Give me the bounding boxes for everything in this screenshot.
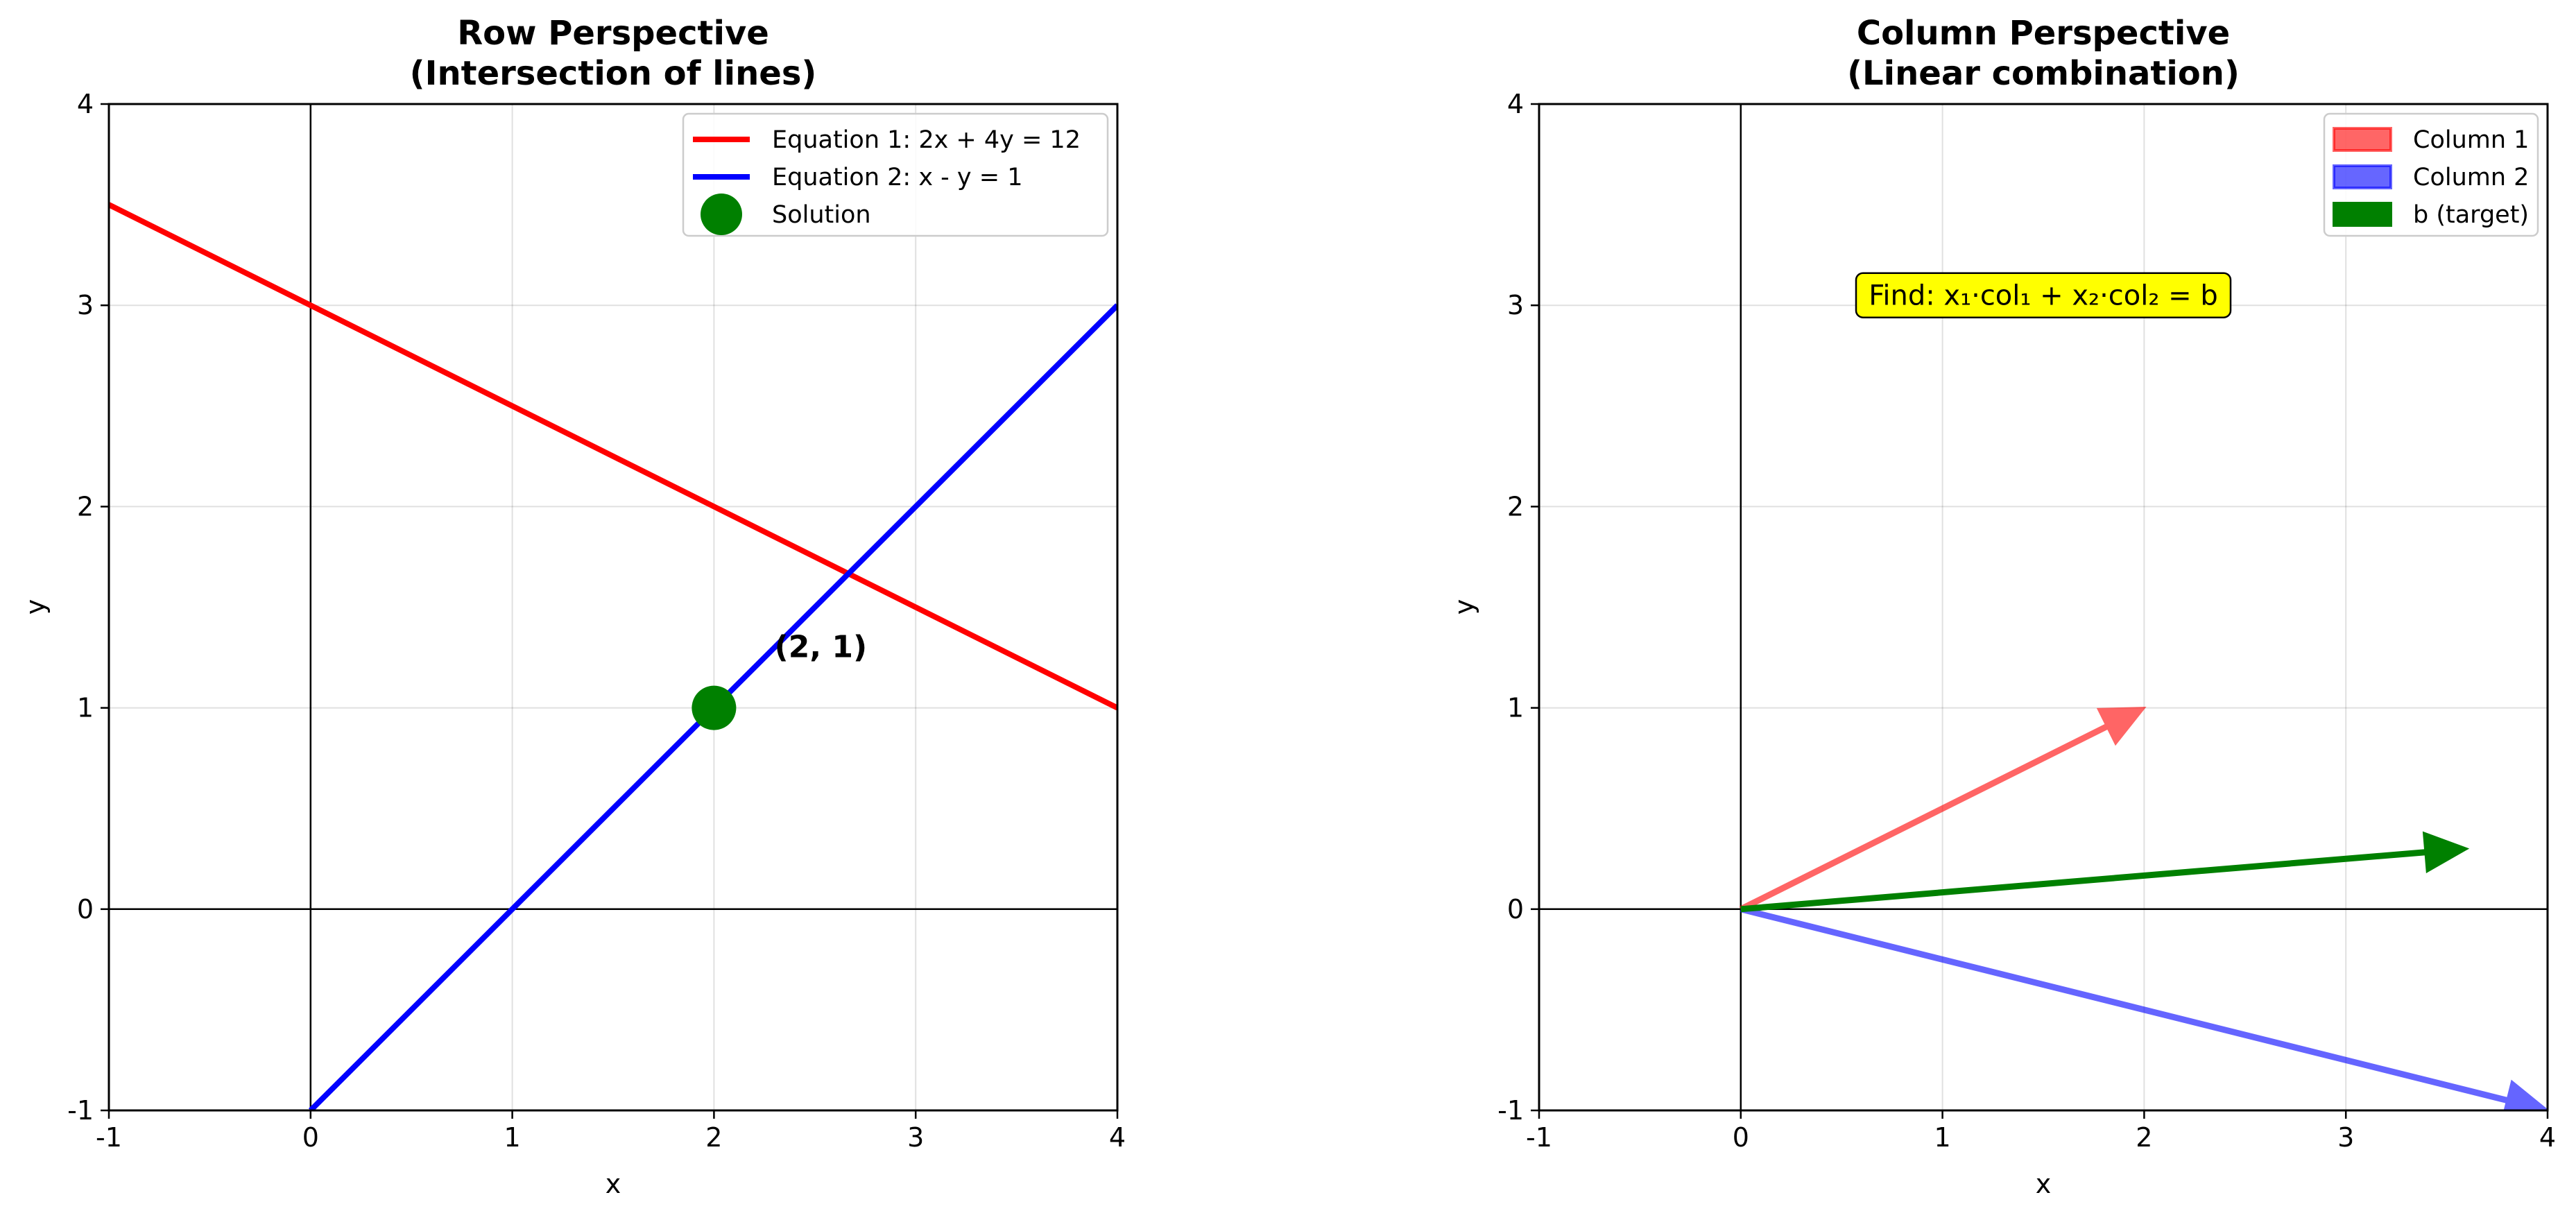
left-xtick-label: 2 [705, 1122, 722, 1153]
row-perspective-panel: Row Perspective (Intersection of lines) … [20, 14, 1126, 1199]
right-xtick-label: 1 [1934, 1122, 1951, 1153]
right-legend-handle [2333, 127, 2392, 152]
left-legend-box [682, 112, 1109, 237]
left-ytick-label: -1 [67, 1095, 94, 1126]
right-legend-entry: Column 1 [2333, 126, 2529, 154]
left-legend: Equation 1: 2x + 4y = 12 Equation 2: x - … [682, 112, 1109, 237]
left-legend-handle [701, 194, 742, 235]
right-title-line2: (Linear combination) [1847, 54, 2240, 93]
left-xtick-label: 1 [504, 1122, 521, 1153]
right-legend-handle [2333, 202, 2392, 227]
right-ytick-label: 3 [1507, 290, 1524, 320]
column-perspective-panel: Column Perspective (Linear combination) … [1449, 14, 2556, 1199]
right-plot-area [1739, 707, 2548, 1110]
left-xtick-label: -1 [96, 1122, 122, 1153]
right-ytick-label: 0 [1507, 894, 1524, 925]
right-ticks: -1 0 1 2 3 4 -1 0 1 2 3 4 [1497, 89, 2556, 1153]
left-title-line2: (Intersection of lines) [410, 54, 817, 93]
right-vector-1 [1739, 707, 2147, 912]
left-ticks: -1 0 1 2 3 4 -1 0 1 2 3 4 [67, 89, 1126, 1153]
left-legend-label: Solution [772, 201, 871, 229]
left-xtick-label: 0 [302, 1122, 319, 1153]
left-legend-entry: Equation 2: x - y = 1 [693, 164, 1022, 191]
left-legend-label: Equation 2: x - y = 1 [772, 164, 1022, 191]
right-legend-label: Column 1 [2413, 126, 2529, 154]
left-xtick-label: 3 [907, 1122, 924, 1153]
right-ytick-label: 4 [1507, 89, 1524, 119]
left-legend-entry: Equation 1: 2x + 4y = 12 [693, 126, 1081, 154]
left-ytick-label: 1 [77, 693, 94, 723]
right-ytick-label: -1 [1497, 1095, 1524, 1126]
right-legend-label: Column 2 [2413, 164, 2529, 191]
left-ylabel: y [20, 599, 51, 615]
right-ytick-label: 1 [1507, 693, 1524, 723]
right-title-line1: Column Perspective [1857, 14, 2230, 53]
left-series-line-1 [109, 202, 1117, 711]
left-plot-area [109, 202, 1117, 1110]
right-xtick-label: 4 [2539, 1122, 2556, 1153]
left-ytick-label: 4 [77, 89, 94, 119]
right-grid [1538, 103, 2548, 1111]
right-xtick-label: 2 [2136, 1122, 2152, 1153]
left-xlabel: x [606, 1169, 621, 1199]
right-legend-handle [2333, 164, 2392, 189]
left-grid [108, 103, 1118, 1111]
right-legend-label: b (target) [2413, 201, 2529, 229]
right-annotation-text: Find: x₁·col₁ + x₂·col₂ = b [1869, 280, 2218, 312]
right-vector-head [2422, 831, 2470, 874]
left-annotations: (2, 1) [775, 630, 867, 665]
left-xtick-label: 4 [1109, 1122, 1126, 1153]
right-xtick-label: 3 [2337, 1122, 2354, 1153]
right-ytick-label: 2 [1507, 491, 1524, 522]
right-legend-entry: Column 2 [2333, 164, 2529, 191]
left-axes-frame [108, 103, 1119, 1112]
right-legend-entry: b (target) [2333, 201, 2529, 229]
right-xlabel: x [2036, 1169, 2052, 1199]
right-xtick-label: -1 [1526, 1122, 1552, 1153]
left-solution-point [692, 685, 737, 730]
right-vector-head [2096, 707, 2147, 746]
right-vector-3 [1740, 831, 2470, 913]
right-annotation-box: Find: x₁·col₁ + x₂·col₂ = b [1855, 272, 2232, 318]
right-legend: Column 1 Column 2 b (target) [2323, 112, 2539, 237]
right-vector-2 [1740, 906, 2548, 1110]
left-zero-axes [109, 104, 1117, 1110]
right-vector-shaft [1739, 723, 2109, 912]
right-vector-shaft [1740, 849, 2426, 913]
right-annotation-background [1855, 272, 2232, 318]
right-xtick-label: 0 [1733, 1122, 1749, 1153]
right-axes-frame [1538, 103, 2549, 1112]
right-vector-shaft [1740, 906, 2508, 1103]
right-zero-axes [1539, 104, 2548, 1110]
left-point-label: (2, 1) [775, 630, 867, 665]
left-legend-label: Equation 1: 2x + 4y = 12 [772, 126, 1081, 154]
left-ytick-label: 0 [77, 894, 94, 925]
left-title-line1: Row Perspective [457, 14, 769, 53]
left-legend-entry: Solution [701, 194, 871, 235]
right-ylabel: y [1449, 599, 1479, 615]
right-annotations: Find: x₁·col₁ + x₂·col₂ = b [1855, 272, 2232, 318]
left-ytick-label: 2 [77, 491, 94, 522]
right-vector-head [2503, 1079, 2548, 1110]
left-ytick-label: 3 [77, 290, 94, 320]
